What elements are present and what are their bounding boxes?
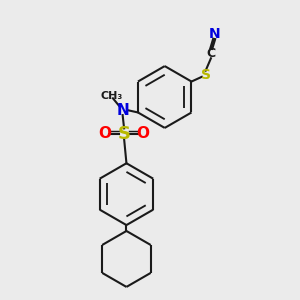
Text: O: O: [137, 126, 150, 141]
Text: C: C: [206, 47, 215, 60]
Text: S: S: [118, 125, 130, 143]
Text: S: S: [201, 68, 211, 82]
Text: O: O: [98, 126, 112, 141]
Text: N: N: [116, 103, 129, 118]
Text: N: N: [209, 27, 220, 41]
Text: CH₃: CH₃: [100, 91, 123, 101]
